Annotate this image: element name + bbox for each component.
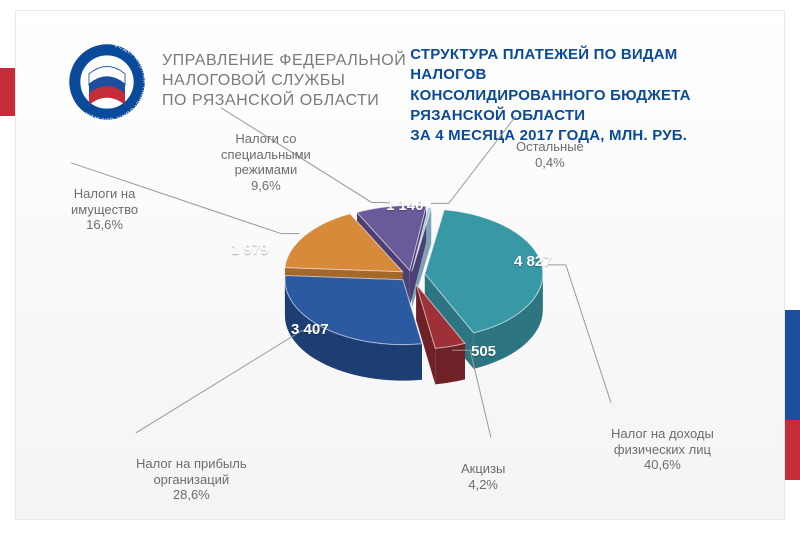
leader-line: [136, 331, 320, 433]
slice-label: Остальные 0,4%: [516, 139, 584, 170]
chart-canvas: ФЕДЕРАЛЬНАЯ НАЛОГОВАЯ СЛУЖБА УПРАВЛЕНИЕ …: [15, 10, 785, 520]
slice-value: 1 979: [231, 241, 269, 258]
org-line: НАЛОГОВОЙ СЛУЖБЫ: [162, 71, 410, 91]
slice-label: Акцизы 4,2%: [461, 461, 505, 492]
leader-line: [452, 350, 491, 438]
slice-label: Налоги со специальными режимами 9,6%: [221, 131, 311, 193]
org-line: УПРАВЛЕНИЕ ФЕДЕРАЛЬНОЙ: [162, 51, 410, 71]
slice-value: 3 407: [291, 321, 329, 338]
leader-line: [548, 265, 611, 403]
leader-line: [431, 116, 516, 204]
slice-label: Налог на прибыль организаций 28,6%: [136, 456, 247, 503]
title-line: СТРУКТУРА ПЛАТЕЖЕЙ ПО ВИДАМ НАЛОГОВ: [410, 45, 754, 86]
pie-chart: Остальные 0,4% Налог на доходы физических…: [16, 131, 786, 521]
slice-value: 505: [471, 343, 496, 360]
slice-label: Налоги на имущество 16,6%: [71, 186, 138, 233]
slice-value: 1 140: [386, 197, 424, 214]
slice-value: 4 827: [514, 253, 552, 270]
slice-label: Налог на доходы физических лиц 40,6%: [611, 426, 714, 473]
